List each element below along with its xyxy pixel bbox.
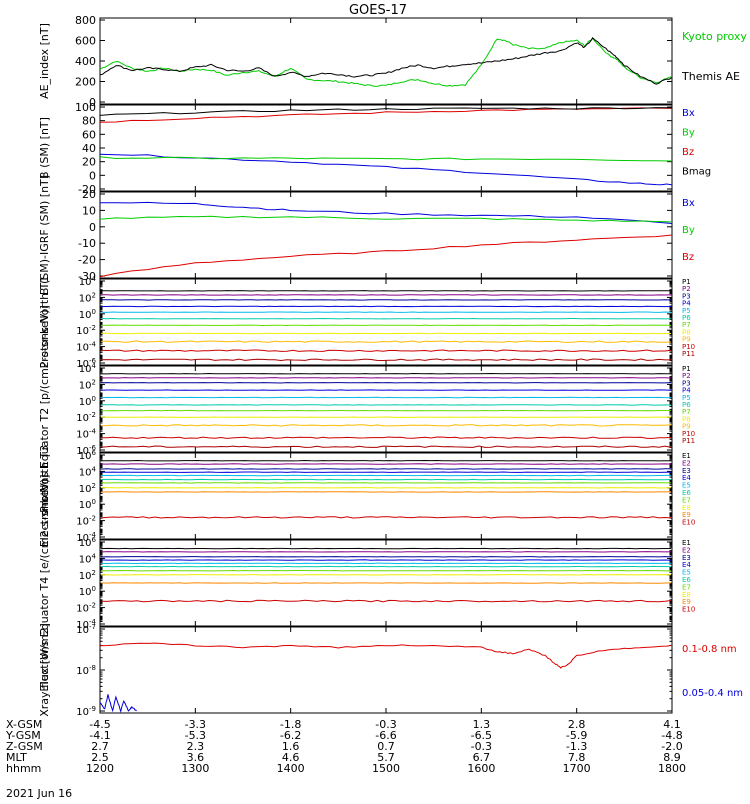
y-axis-label: B (SM) [nT]	[38, 117, 51, 179]
y-tick-label: 10-2	[76, 602, 96, 615]
legend-bz: Bz	[682, 252, 694, 263]
y-tick-label: 10-4	[76, 341, 96, 354]
axis-value-hhmm: 1700	[563, 762, 591, 775]
panel-frame	[100, 18, 672, 104]
legend-p11: P11	[682, 437, 695, 445]
y-tick-label: 800	[75, 14, 96, 27]
panel-frame	[100, 279, 672, 365]
time-axis: X-GSMY-GSMZ-GSMMLThhmm-4.5-4.12.72.51200…	[5, 718, 686, 775]
legend-by: By	[682, 128, 695, 139]
legend-bmag: Bmag	[682, 167, 711, 178]
panel-frame	[100, 105, 672, 191]
axis-value-hhmm: 1800	[658, 762, 686, 775]
legend-p11: P11	[682, 350, 695, 358]
y-tick-label: 100	[79, 585, 96, 598]
y-tick-label: 10-2	[76, 324, 96, 337]
y-tick-label: 104	[79, 362, 97, 375]
legend-0-1-0-8-nm: 0.1-0.8 nm	[682, 644, 737, 655]
series-line-0-1-0-8-nm	[100, 643, 672, 668]
series-line-e10	[101, 517, 671, 518]
y-tick-label: 100	[79, 498, 96, 511]
legend-bx: Bx	[682, 108, 695, 119]
legend-bx: Bx	[682, 198, 695, 209]
y-tick-label: 0	[89, 169, 96, 182]
y-tick-label: 102	[79, 378, 96, 391]
panel-frame	[100, 192, 672, 278]
y-tick-label: 10-2	[76, 411, 96, 424]
y-tick-label: 102	[79, 569, 96, 582]
y-tick-label: 80	[82, 115, 96, 128]
series-line-p9	[101, 425, 671, 426]
y-tick-label: 0	[89, 221, 96, 234]
legend-by: By	[682, 225, 695, 236]
y-axis-label: AE_index [nT]	[38, 23, 51, 99]
series-line-by	[100, 157, 672, 161]
y-tick-label: -20	[78, 254, 96, 267]
y-tick-label: 106	[79, 449, 97, 462]
series-line-e10	[101, 600, 671, 602]
series-line-p11	[101, 359, 671, 361]
series-line-themis-ae	[100, 38, 672, 84]
y-tick-label: 104	[79, 465, 97, 478]
legend-bz: Bz	[682, 147, 694, 158]
series-line-bz	[100, 108, 672, 122]
date-label: 2021 Jun 16	[6, 787, 72, 800]
y-axis-label: Xray flux [W/m2]	[38, 623, 51, 717]
y-tick-label: -10	[78, 237, 96, 250]
y-tick-label: 60	[82, 128, 96, 141]
axis-value-hhmm: 1600	[467, 762, 495, 775]
y-tick-label: 100	[79, 308, 96, 321]
y-tick-label: 20	[82, 188, 96, 201]
y-tick-label: 104	[79, 552, 97, 565]
y-tick-label: 200	[75, 76, 96, 89]
y-tick-label: 100	[79, 395, 96, 408]
series-line-p9	[101, 341, 671, 343]
legend-themis-ae: Themis AE	[681, 70, 740, 83]
panel-frame	[100, 627, 672, 713]
panel-frame	[100, 366, 672, 452]
y-tick-label: 400	[75, 55, 96, 68]
y-tick-label: 20	[82, 156, 96, 169]
axis-value-hhmm: 1200	[86, 762, 114, 775]
y-tick-label: 600	[75, 35, 96, 48]
panel-xray-flux-w-m2: 10-9 10-8 10-7 Xray flux [W/m2] 0.1-0.8 nm 0.…	[38, 623, 743, 718]
y-tick-label: 10-7	[76, 623, 96, 636]
axis-value-hhmm: 1300	[181, 762, 209, 775]
legend-0-05-0-4-nm: 0.05-0.4 nm	[682, 688, 743, 699]
y-tick-label: 40	[82, 142, 96, 155]
series-line-0-05-0-4-nm	[100, 694, 137, 711]
legend-e10: E10	[682, 606, 695, 614]
series-line-by	[100, 216, 672, 222]
panel-frame	[100, 453, 672, 539]
legend-kyoto-proxy-ae: Kyoto proxy AE	[682, 30, 750, 43]
y-tick-label: 102	[79, 291, 96, 304]
y-tick-label: 104	[79, 275, 97, 288]
legend-e10: E10	[682, 519, 695, 527]
y-tick-label: 102	[79, 482, 96, 495]
series-line-p10	[101, 437, 671, 438]
y-tick-label: 10-8	[76, 664, 96, 677]
axis-value-hhmm: 1500	[372, 762, 400, 775]
y-tick-label: 10-2	[76, 515, 96, 528]
y-tick-label: 10	[82, 204, 96, 217]
axis-value-hhmm: 1400	[277, 762, 305, 775]
y-tick-label: 10-4	[76, 428, 96, 441]
y-tick-label: 100	[75, 101, 96, 114]
plot-title: GOES-17	[349, 3, 407, 18]
y-tick-label: 106	[79, 536, 97, 549]
series-line-bz	[100, 235, 672, 277]
axis-row-label-hhmm: hhmm	[6, 762, 41, 775]
series-line-p10	[101, 350, 671, 351]
y-tick-label: 10-9	[76, 705, 96, 718]
